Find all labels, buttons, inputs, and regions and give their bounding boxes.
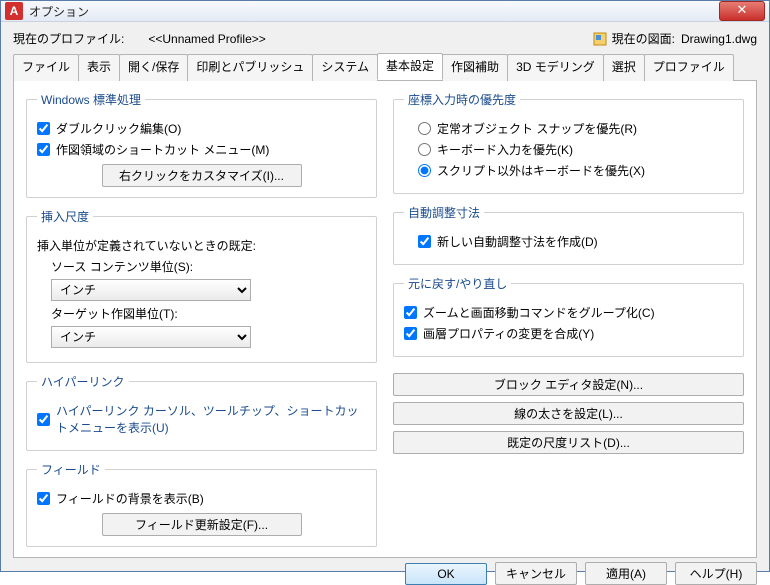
current-profile-label: 現在のプロファイル: [13, 30, 124, 47]
lbl-keyboard: キーボード入力を優先(K) [437, 141, 573, 158]
current-drawing-label: 現在の図面: [612, 30, 675, 47]
lbl-combine-zoom-pan: ズームと画面移動コマンドをグループ化(C) [423, 304, 655, 321]
group-hyperlink: ハイパーリンク ハイパーリンク カーソル、ツールチップ、ショートカットメニューを… [26, 373, 377, 451]
btn-block-editor-settings[interactable]: ブロック エディタ設定(N)... [393, 373, 744, 396]
btn-lineweight-settings[interactable]: 線の太さを設定(L)... [393, 402, 744, 425]
tab-2[interactable]: 開く/保存 [119, 54, 188, 81]
tab-5[interactable]: 基本設定 [377, 53, 443, 80]
titlebar: A オプション ✕ [1, 1, 769, 22]
window-title: オプション [29, 3, 719, 20]
right-buttons: ブロック エディタ設定(N)... 線の太さを設定(L)... 既定の尺度リスト… [393, 367, 744, 454]
btn-default-scale-list[interactable]: 既定の尺度リスト(D)... [393, 431, 744, 454]
current-drawing-value: Drawing1.dwg [681, 32, 757, 46]
tab-7[interactable]: 3D モデリング [507, 54, 604, 81]
lbl-shortcut-menu: 作図領域のショートカット メニュー(M) [56, 141, 269, 158]
lbl-dblclick-edit: ダブルクリック編集(O) [56, 120, 181, 137]
lbl-target-units: ターゲット作図単位(T): [51, 305, 366, 322]
ok-button[interactable]: OK [405, 563, 487, 585]
tab-1[interactable]: 表示 [78, 54, 120, 81]
btn-field-update[interactable]: フィールド更新設定(F)... [102, 513, 302, 536]
lbl-field-bg: フィールドの背景を表示(B) [56, 490, 204, 507]
radio-running-osnap[interactable] [418, 122, 431, 135]
select-target-units[interactable]: インチ [51, 326, 251, 348]
legend-coord-priority: 座標入力時の優先度 [404, 91, 520, 108]
app-icon: A [5, 2, 23, 20]
tab-panel: Windows 標準処理 ダブルクリック編集(O) 作図領域のショートカット メ… [13, 81, 757, 558]
tab-6[interactable]: 作図補助 [442, 54, 508, 81]
lbl-running-osnap: 定常オブジェクト スナップを優先(R) [437, 120, 637, 137]
group-coord-priority: 座標入力時の優先度 定常オブジェクト スナップを優先(R) キーボード入力を優先… [393, 91, 744, 194]
group-undo-redo: 元に戻す/やり直し ズームと画面移動コマンドをグループ化(C) 画層プロパティの… [393, 275, 744, 357]
tab-strip: ファイル表示開く/保存印刷とパブリッシュシステム基本設定作図補助3D モデリング… [13, 53, 757, 81]
chk-combine-zoom-pan[interactable] [404, 306, 417, 319]
btn-customize-rclick[interactable]: 右クリックをカスタマイズ(I)... [102, 164, 302, 187]
help-button[interactable]: ヘルプ(H) [675, 562, 757, 585]
legend-assoc-dim: 自動調整寸法 [404, 204, 484, 221]
legend-windows-std: Windows 標準処理 [37, 91, 145, 108]
lbl-new-assoc-dim: 新しい自動調整寸法を作成(D) [437, 233, 598, 250]
drawing-icon [592, 31, 608, 47]
cancel-button[interactable]: キャンセル [495, 562, 577, 585]
note-insert-default: 挿入単位が定義されていないときの既定: [37, 237, 366, 254]
radio-keyboard-except-script[interactable] [418, 164, 431, 177]
apply-button[interactable]: 適用(A) [585, 562, 667, 585]
right-column: 座標入力時の優先度 定常オブジェクト スナップを優先(R) キーボード入力を優先… [393, 91, 744, 547]
left-column: Windows 標準処理 ダブルクリック編集(O) 作図領域のショートカット メ… [26, 91, 377, 547]
dialog-footer: OK キャンセル 適用(A) ヘルプ(H) [1, 562, 769, 585]
select-source-units[interactable]: インチ [51, 279, 251, 301]
radio-keyboard[interactable] [418, 143, 431, 156]
lbl-hyperlink-display: ハイパーリンク カーソル、ツールチップ、ショートカットメニューを表示(U) [56, 402, 366, 436]
content-area: 現在のプロファイル: <<Unnamed Profile>> 現在の図面: Dr… [1, 22, 769, 562]
profile-row: 現在のプロファイル: <<Unnamed Profile>> 現在の図面: Dr… [13, 30, 757, 47]
group-field: フィールド フィールドの背景を表示(B) フィールド更新設定(F)... [26, 461, 377, 547]
tab-3[interactable]: 印刷とパブリッシュ [187, 54, 313, 81]
chk-shortcut-menu[interactable] [37, 143, 50, 156]
legend-hyperlink: ハイパーリンク [37, 373, 129, 390]
legend-undo-redo: 元に戻す/やり直し [404, 275, 511, 292]
lbl-keyboard-except-script: スクリプト以外はキーボードを優先(X) [437, 162, 645, 179]
chk-new-assoc-dim[interactable] [418, 235, 431, 248]
tab-8[interactable]: 選択 [603, 54, 645, 81]
chk-dblclick-edit[interactable] [37, 122, 50, 135]
current-profile-value: <<Unnamed Profile>> [148, 32, 591, 46]
options-dialog: A オプション ✕ 現在のプロファイル: <<Unnamed Profile>>… [0, 0, 770, 572]
group-windows-std: Windows 標準処理 ダブルクリック編集(O) 作図領域のショートカット メ… [26, 91, 377, 198]
group-insert-scale: 挿入尺度 挿入単位が定義されていないときの既定: ソース コンテンツ単位(S):… [26, 208, 377, 363]
lbl-combine-layer-prop: 画層プロパティの変更を合成(Y) [423, 325, 594, 342]
chk-field-bg[interactable] [37, 492, 50, 505]
chk-combine-layer-prop[interactable] [404, 327, 417, 340]
legend-field: フィールド [37, 461, 105, 478]
legend-insert-scale: 挿入尺度 [37, 208, 93, 225]
tab-0[interactable]: ファイル [13, 54, 79, 81]
close-button[interactable]: ✕ [719, 1, 765, 21]
group-assoc-dim: 自動調整寸法 新しい自動調整寸法を作成(D) [393, 204, 744, 265]
tab-4[interactable]: システム [312, 54, 378, 81]
lbl-source-units: ソース コンテンツ単位(S): [51, 258, 366, 275]
tab-9[interactable]: プロファイル [644, 54, 734, 81]
chk-hyperlink-display[interactable] [37, 413, 50, 426]
